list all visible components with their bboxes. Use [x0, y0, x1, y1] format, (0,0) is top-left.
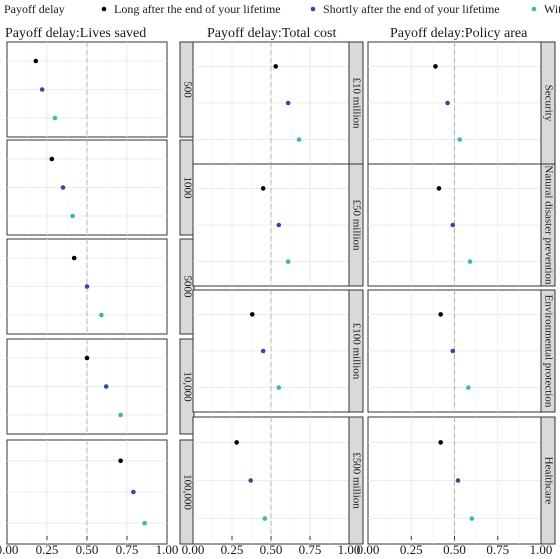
data-point	[296, 137, 302, 142]
x-tick-label: 0.50	[443, 542, 466, 557]
data-point	[260, 348, 266, 354]
facet-label: £10 million	[350, 77, 362, 129]
legend: Payoff delay Long after the end of your …	[4, 2, 560, 16]
facet-label: Natural disaster prevention	[542, 165, 554, 285]
data-point	[433, 64, 438, 69]
data-point	[438, 312, 443, 317]
data-point	[70, 213, 75, 219]
legend-marker-within	[531, 6, 537, 12]
data-point	[273, 64, 278, 69]
facet-label: 1000	[181, 177, 193, 200]
facet-strip	[540, 416, 556, 545]
data-point	[248, 478, 254, 483]
legend-title: Payoff delay	[4, 2, 65, 16]
panels: 500 1000 5000 10,000 100,000 £10 million £50 m…	[6, 41, 556, 545]
facet-label: £500 million	[350, 452, 362, 509]
facet-label: 100,000	[181, 474, 193, 510]
x-tick-label: 0.25	[400, 542, 423, 557]
data-point	[234, 440, 239, 445]
data-point	[285, 259, 291, 264]
data-point	[450, 222, 456, 228]
facet-label: Environmental protection	[542, 295, 554, 408]
column-title-policy-area: Payoff delay:Policy area	[390, 26, 528, 41]
data-point	[436, 186, 442, 191]
facet-label: Security	[542, 85, 554, 122]
legend-marker-shortly-after	[310, 6, 316, 12]
x-tick-label: 0.25	[36, 542, 59, 557]
data-point	[103, 384, 109, 389]
data-point	[455, 478, 461, 483]
x-tick-label: 1.00	[530, 542, 553, 557]
data-point	[60, 185, 66, 190]
legend-label-long-after: Long after the end of your lifetime	[114, 2, 281, 16]
x-tick-label: 0.00	[182, 542, 205, 557]
data-point	[445, 100, 450, 106]
x-tick-label: 0.00	[0, 542, 18, 557]
data-point	[84, 355, 90, 361]
data-point	[142, 520, 147, 526]
facet-strip	[348, 416, 364, 545]
data-point	[469, 516, 475, 521]
data-point	[131, 489, 136, 495]
x-tick-label: 0.50	[260, 542, 283, 557]
x-tick-label: 1.00	[338, 542, 361, 557]
data-point	[276, 385, 282, 390]
column-title-lives-saved: Payoff delay:Lives saved	[5, 26, 146, 41]
data-point	[467, 259, 473, 264]
data-point	[285, 100, 291, 106]
data-point	[262, 516, 268, 521]
data-point	[457, 137, 462, 142]
facet-label: Healthcare	[542, 457, 554, 505]
facet-strip	[348, 289, 364, 413]
x-tick-label: 0.00	[357, 542, 380, 557]
data-point	[52, 115, 58, 121]
facet-strip	[540, 163, 556, 287]
facet-label: £100 million	[350, 323, 362, 380]
facet-strip	[348, 163, 364, 287]
data-point	[466, 385, 471, 390]
data-point	[39, 87, 45, 92]
legend-marker-long-after	[101, 6, 107, 12]
facet-label: 500	[181, 81, 193, 98]
column-title-total-cost: Payoff delay:Total cost	[207, 26, 337, 41]
x-tick-label: 0.75	[486, 542, 509, 557]
facet-label: 10,000	[181, 371, 193, 402]
facet-label: £50 million	[350, 199, 362, 251]
legend-label-within: Within your lifetime	[544, 2, 560, 16]
x-tick-label: 0.75	[116, 542, 139, 557]
x-tick-label: 1.00	[156, 542, 179, 557]
data-point	[118, 412, 123, 418]
x-tick-label: 0.25	[221, 542, 244, 557]
x-axes: 0.000.250.500.751.000.000.250.500.751.00…	[0, 536, 552, 557]
data-point	[438, 440, 443, 445]
data-point	[84, 284, 90, 289]
data-point	[33, 58, 39, 64]
data-point	[71, 255, 77, 261]
data-point	[249, 312, 255, 317]
x-tick-label: 0.50	[76, 542, 99, 557]
data-point	[450, 348, 456, 354]
data-point	[276, 222, 282, 228]
legend-label-shortly-after: Shortly after the end of your lifetime	[323, 2, 500, 16]
data-point	[260, 186, 266, 191]
facet-label: 5000	[181, 276, 193, 299]
facet-strip	[540, 289, 556, 413]
data-point	[99, 312, 104, 318]
data-point	[118, 458, 123, 464]
x-tick-label: 0.75	[299, 542, 322, 557]
data-point	[49, 156, 55, 162]
